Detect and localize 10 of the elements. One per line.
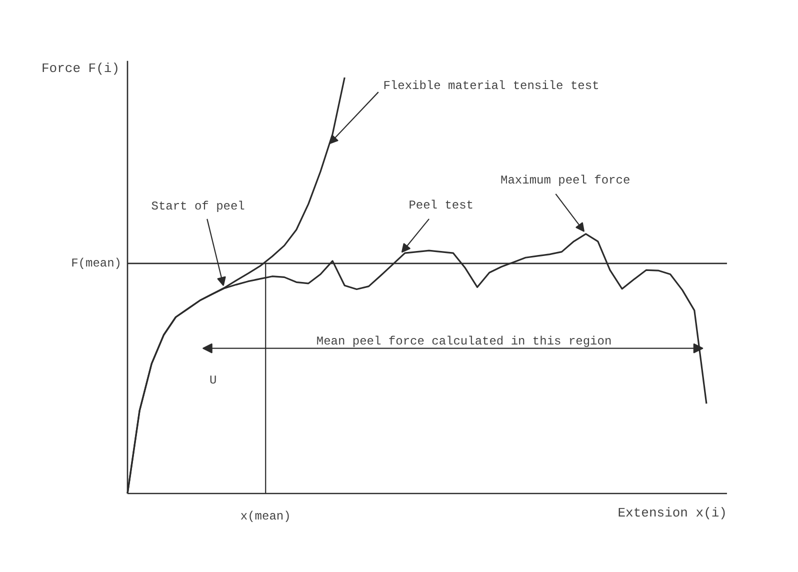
annotation: Start of peel [151, 199, 245, 214]
text: x(mean) [240, 509, 291, 524]
ref-line-label: F(mean) [71, 256, 122, 270]
y-axis-title: Force F(i) [41, 60, 120, 76]
annotation: Peel test [408, 198, 474, 213]
annotation: U [210, 373, 217, 388]
annotation: Mean peel force calculated in this region [316, 334, 612, 349]
annotation: Maximum peel force [500, 174, 630, 188]
annotation: Flexible material tensile test [383, 78, 600, 93]
x-axis-title: Extension x(i) [618, 506, 727, 520]
